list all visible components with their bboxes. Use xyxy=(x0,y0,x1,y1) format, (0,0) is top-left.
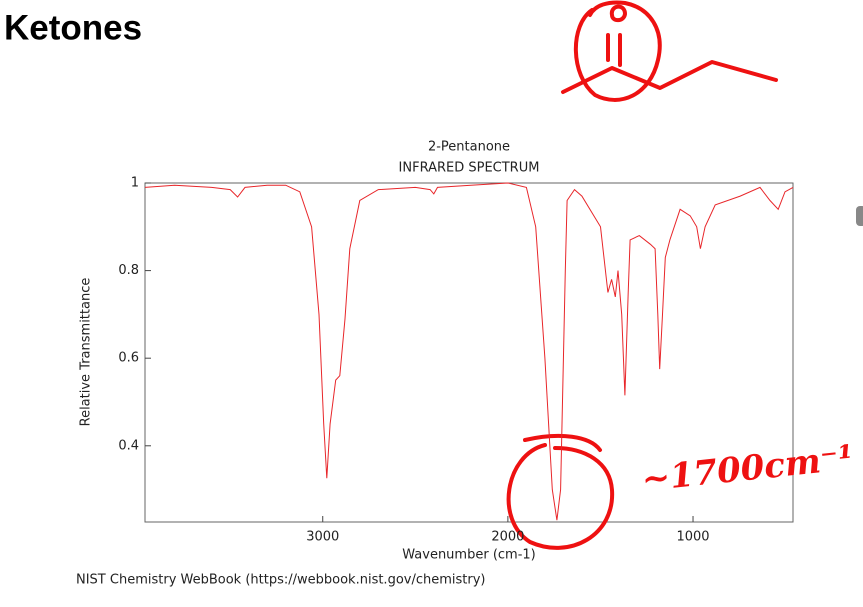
sketch-circle xyxy=(573,0,662,102)
x-tick-label: 2000 xyxy=(491,530,524,545)
sketch-highlight xyxy=(506,433,615,550)
x-tick-label: 1000 xyxy=(676,530,709,545)
source-note: NIST Chemistry WebBook (https://webbook.… xyxy=(76,573,486,588)
y-tick-label: 0.6 xyxy=(118,351,139,366)
y-tick-label: 0.4 xyxy=(118,438,139,453)
x-axis-label: Wavenumber (cm-1) xyxy=(402,548,535,563)
y-tick-label: 0.8 xyxy=(118,263,139,278)
sketch-molecule xyxy=(561,4,778,94)
chart-title: 2-Pentanone xyxy=(428,140,510,155)
chart-subtitle: INFRARED SPECTRUM xyxy=(399,161,540,176)
y-tick-label: 1 xyxy=(131,176,139,191)
annotation: ~1700cm⁻¹ xyxy=(640,438,856,500)
plot-frame xyxy=(144,182,794,523)
slide-title: Ketones xyxy=(4,8,142,47)
y-axis-label: Relative Transmittance xyxy=(79,278,94,427)
spectrum-line xyxy=(144,182,794,521)
x-tick-label: 3000 xyxy=(306,530,339,545)
scrollbar xyxy=(856,206,863,226)
